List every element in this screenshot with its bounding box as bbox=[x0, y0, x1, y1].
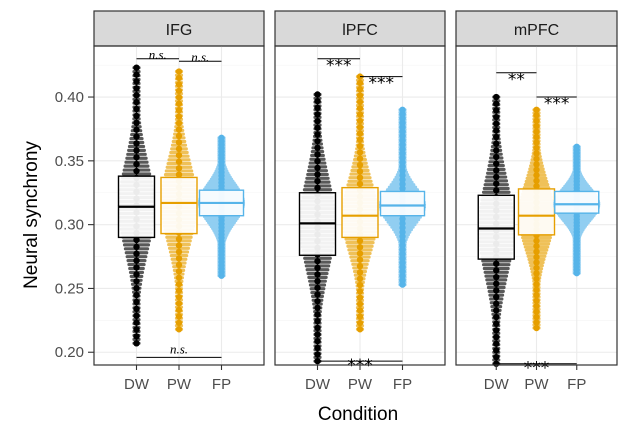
x-tick-label: FP bbox=[393, 376, 412, 393]
x-tick-label: DW bbox=[305, 376, 331, 393]
x-axis-title: Condition bbox=[318, 404, 398, 425]
x-tick-label: PW bbox=[167, 376, 192, 393]
panel-mpfc: mPFC********DW PW FP bbox=[455, 10, 618, 393]
group-dw bbox=[117, 64, 156, 347]
panel-border bbox=[274, 45, 446, 366]
panel-ifg: IFG n.s. n.s. n.s. DW PW FP bbox=[93, 10, 265, 393]
strip-header bbox=[455, 10, 618, 47]
comparison-bracket: *** bbox=[317, 56, 360, 76]
box bbox=[160, 176, 198, 235]
group-pw bbox=[517, 106, 556, 332]
comparison-bracket: n.s. bbox=[179, 49, 222, 64]
box bbox=[554, 190, 600, 214]
group-dw bbox=[477, 93, 515, 367]
comparison-bracket: n.s. bbox=[136, 47, 179, 62]
panels-layer: IFG n.s. n.s. n.s. DW PW FP lPFC *** *** *** DW PW FP… bbox=[93, 10, 618, 393]
panel-border bbox=[93, 45, 265, 366]
group-fp bbox=[378, 106, 427, 288]
y-tick-label: 0.30 bbox=[55, 217, 84, 234]
y-tick-label: 0.40 bbox=[55, 89, 84, 106]
box bbox=[477, 194, 515, 260]
panel-lpfc: lPFC*********DW PW FP bbox=[274, 10, 446, 393]
group-dw bbox=[298, 91, 337, 365]
x-tick-label: PW bbox=[348, 376, 373, 393]
comparison-bracket: *** bbox=[360, 74, 403, 94]
y-tick-label: 0.25 bbox=[55, 280, 84, 297]
comparison-bracket: *** bbox=[536, 94, 577, 114]
comparison-bracket: ** bbox=[496, 70, 537, 90]
y-axis-title: Neural synchrony bbox=[21, 141, 42, 289]
strip-title: IFG bbox=[166, 22, 193, 39]
strip-header bbox=[93, 10, 265, 47]
group-fp bbox=[553, 143, 601, 277]
box bbox=[341, 186, 379, 239]
group-fp bbox=[197, 134, 246, 279]
significance-label: *** bbox=[544, 94, 570, 114]
strip-title: lPFC bbox=[342, 22, 378, 39]
significance-label: *** bbox=[369, 74, 395, 94]
significance-label: n.s. bbox=[191, 49, 209, 64]
x-tick-label: PW bbox=[524, 376, 549, 393]
y-tick-label: 0.35 bbox=[55, 153, 84, 170]
panel-border bbox=[455, 45, 618, 366]
y-tick-label: 0.20 bbox=[55, 344, 84, 361]
significance-label: ** bbox=[508, 70, 525, 90]
significance-label: *** bbox=[326, 56, 352, 76]
y-axis: 0.20 0.25 0.30 0.35 0.40 bbox=[55, 89, 94, 361]
x-tick-label: FP bbox=[567, 376, 586, 393]
group-pw bbox=[341, 73, 379, 333]
x-tick-label: DW bbox=[124, 376, 150, 393]
x-tick-label: DW bbox=[484, 376, 510, 393]
significance-label: n.s. bbox=[149, 47, 167, 62]
comparison-bracket: n.s. bbox=[136, 341, 222, 358]
x-tick-label: FP bbox=[212, 376, 231, 393]
box bbox=[379, 190, 426, 217]
box bbox=[517, 188, 556, 236]
group-pw bbox=[160, 68, 198, 333]
significance-label: n.s. bbox=[170, 341, 188, 356]
strip-title: mPFC bbox=[514, 22, 559, 39]
